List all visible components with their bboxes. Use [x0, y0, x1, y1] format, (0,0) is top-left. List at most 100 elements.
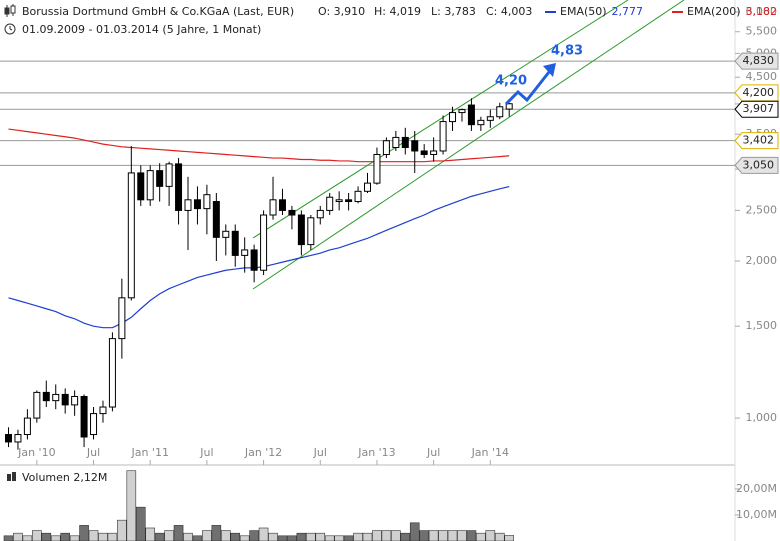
volume-bar [220, 530, 231, 541]
volume-bar [324, 535, 335, 541]
legend-value: 3,182 [746, 5, 778, 18]
volume-bar [258, 527, 269, 541]
volume-bar [192, 535, 203, 541]
volume-bar [32, 530, 42, 541]
candle-body [14, 434, 22, 443]
candle-body [392, 136, 400, 149]
candle-body [288, 209, 296, 216]
level-box [734, 100, 779, 118]
volume-bar [135, 506, 146, 541]
subtitle: 01.09.2009 - 01.03.2014 (5 Jahre, 1 Mona… [22, 23, 261, 36]
level-box [734, 84, 779, 102]
candle-body [193, 199, 201, 210]
volume-bar [41, 532, 52, 541]
candle-body [5, 434, 13, 443]
volume-bar [306, 532, 316, 541]
volume-bar [409, 522, 420, 541]
candle-body [118, 297, 126, 340]
x-tick-label: Jul [426, 446, 440, 459]
volume-bar [202, 530, 212, 541]
volume-bar [145, 527, 156, 541]
candle-body [33, 391, 41, 419]
volume-bar [391, 530, 401, 541]
candle-body [203, 194, 211, 210]
x-tick-label: Jul [199, 446, 213, 459]
volume-tick-label: 10,00M [736, 508, 777, 521]
x-tick-label: Jul [313, 446, 327, 459]
candle-body [477, 119, 485, 126]
volume-bar [164, 530, 174, 541]
candle-body [307, 217, 315, 246]
volume-bar [173, 525, 184, 541]
volume-bar [79, 525, 89, 541]
volume-bar [485, 530, 496, 541]
volume-bar [315, 532, 326, 541]
level-box [734, 52, 779, 70]
candle-body [449, 112, 457, 123]
candle-body [90, 413, 98, 436]
volume-tick-label: 20,00M [736, 482, 777, 495]
volume-bar [183, 532, 193, 541]
candle-body [165, 163, 173, 187]
level-label: 3,050 [743, 158, 775, 171]
y-tick-label: 6,000 [746, 5, 778, 18]
volume-bar [447, 530, 458, 541]
candle-body [420, 150, 428, 155]
level-label: 3,907 [743, 102, 775, 115]
candle-body [231, 230, 239, 256]
candle-body [411, 140, 419, 152]
candle-body [297, 214, 305, 246]
candle-body [335, 199, 343, 203]
volume-bar [296, 532, 307, 541]
volume-bar [50, 535, 61, 541]
annotation-arrow [504, 71, 551, 106]
volume-bar [400, 532, 411, 541]
legend-value: 2,777 [612, 5, 644, 18]
candle-body [467, 104, 475, 126]
candle-body [430, 150, 438, 155]
level-box [734, 156, 779, 174]
candle-body [175, 163, 183, 211]
candle-body [505, 103, 513, 110]
volume-bar [268, 532, 278, 541]
chart-title: Borussia Dortmund GmbH & Co.KGaA (Last, … [22, 5, 294, 18]
volume-bar [343, 535, 354, 541]
volume-bar [277, 535, 288, 541]
legend-label: EMA(50) [560, 5, 607, 18]
candle-body [61, 393, 69, 406]
candle-body [345, 199, 353, 203]
candle-body [108, 338, 116, 408]
level-box [734, 132, 779, 150]
volume-bar [287, 535, 297, 541]
level-label: 4,200 [743, 86, 775, 99]
volume-label: Volumen 2,12M [22, 471, 107, 484]
header-icon [4, 4, 16, 35]
candle-body [52, 393, 60, 402]
volume-bar [504, 535, 515, 541]
x-tick-label: Jan '13 [357, 446, 395, 459]
ohlc-label: H: 4,019 [374, 5, 421, 18]
y-tick-label: 4,500 [746, 70, 778, 83]
annotation: 4,20 [495, 74, 527, 89]
candle-body [127, 172, 135, 299]
candle-body [354, 190, 362, 203]
candle-body [23, 417, 31, 436]
volume-bar [457, 530, 467, 541]
volume-bar [362, 532, 373, 541]
annotation-arrowhead [543, 63, 556, 77]
ema-line [8, 128, 510, 163]
ohlc-label: C: 4,003 [486, 5, 532, 18]
volume-bar [419, 530, 429, 541]
volume-bar [154, 532, 165, 541]
volume-icon [12, 472, 16, 481]
candle-body [278, 199, 286, 211]
volume-bar [249, 530, 259, 541]
volume-bar [353, 532, 363, 541]
candle-body [222, 230, 230, 238]
candle-body [184, 199, 192, 211]
candle-body [316, 209, 324, 219]
candle-body [250, 249, 258, 271]
candle-body [439, 121, 447, 152]
volume-bar [466, 530, 477, 541]
y-tick-label: 2,500 [746, 203, 778, 216]
